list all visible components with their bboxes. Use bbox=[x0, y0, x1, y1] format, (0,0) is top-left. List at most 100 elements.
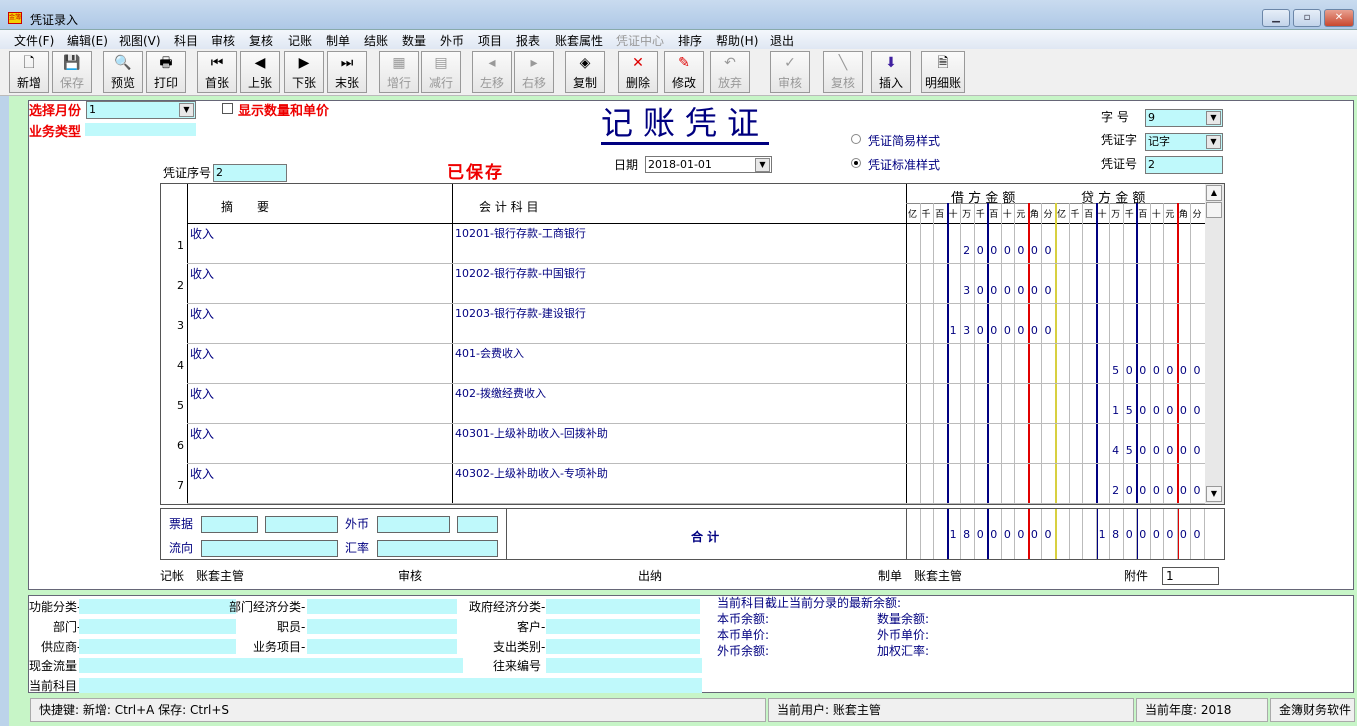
menu-6[interactable]: 记账 bbox=[288, 34, 313, 48]
menu-4[interactable]: 审核 bbox=[211, 34, 236, 48]
staff-input[interactable] bbox=[307, 619, 457, 634]
func-category-label: 功能分类- bbox=[29, 600, 82, 614]
toolbar-button-10[interactable]: ◂ 左移 bbox=[472, 51, 512, 93]
menu-1[interactable]: 编辑(E) bbox=[67, 34, 108, 48]
toolbar-button-4[interactable]: ⏮ 首张 bbox=[197, 51, 237, 93]
toolbar-button-19[interactable]: 🗎 明细账 bbox=[921, 51, 965, 93]
row-summary[interactable]: 收入 bbox=[190, 427, 215, 441]
maximize-button[interactable]: ▫ bbox=[1293, 9, 1321, 27]
menu-2[interactable]: 视图(V) bbox=[119, 34, 161, 48]
row-summary[interactable]: 收入 bbox=[190, 307, 215, 321]
app-icon: 金簿 bbox=[8, 12, 22, 24]
menu-11[interactable]: 项目 bbox=[478, 34, 503, 48]
menu-12[interactable]: 报表 bbox=[516, 34, 541, 48]
row-summary[interactable]: 收入 bbox=[190, 387, 215, 401]
row-summary[interactable]: 收入 bbox=[190, 227, 215, 241]
menu-5[interactable]: 复核 bbox=[249, 34, 274, 48]
supplier-input[interactable] bbox=[79, 639, 236, 654]
table-row[interactable]: 7 收入 40302-上级补助收入-专项补助 2 0 0 0 0 0 0 bbox=[161, 464, 1205, 504]
month-select[interactable]: 1 ▼ bbox=[86, 101, 196, 119]
menu-7[interactable]: 制单 bbox=[326, 34, 351, 48]
menu-13[interactable]: 账套属性 bbox=[555, 34, 604, 48]
vertical-scrollbar[interactable]: ▲ ▼ bbox=[1205, 184, 1224, 504]
attach-input[interactable]: 1 bbox=[1162, 567, 1219, 585]
menu-8[interactable]: 结账 bbox=[364, 34, 389, 48]
customer-input[interactable] bbox=[546, 619, 700, 634]
bill-input-2[interactable] bbox=[265, 516, 338, 533]
toolbar-button-0[interactable]: 🗋 新增 bbox=[9, 51, 49, 93]
toolbar-button-17[interactable]: ╲ 复核 bbox=[823, 51, 863, 93]
row-account[interactable]: 10203-银行存款-建设银行 bbox=[455, 307, 586, 320]
table-row[interactable]: 1 收入 10201-银行存款-工商银行 2 0 0 0 0 0 0 bbox=[161, 224, 1205, 264]
department-input[interactable] bbox=[79, 619, 236, 634]
date-picker[interactable]: 2018-01-01 ▼ bbox=[645, 156, 772, 173]
row-account[interactable]: 402-拨缴经费收入 bbox=[455, 387, 546, 400]
row-account[interactable]: 40301-上级补助收入-回拨补助 bbox=[455, 427, 608, 440]
toolbar-button-8[interactable]: ▦ 增行 bbox=[379, 51, 419, 93]
table-row[interactable]: 5 收入 402-拨缴经费收入 1 5 0 0 0 0 0 bbox=[161, 384, 1205, 424]
toolbar-button-11[interactable]: ▸ 右移 bbox=[514, 51, 554, 93]
toolbar-button-5[interactable]: ◀ 上张 bbox=[240, 51, 280, 93]
toolbar-button-14[interactable]: ✎ 修改 bbox=[664, 51, 704, 93]
fx-input-1[interactable] bbox=[377, 516, 450, 533]
row-line bbox=[187, 343, 1205, 344]
dept-econ-category-input[interactable] bbox=[307, 599, 457, 614]
menu-3[interactable]: 科目 bbox=[174, 34, 199, 48]
close-button[interactable]: ✕ bbox=[1324, 9, 1354, 27]
toolbar-button-7[interactable]: ⏭ 末张 bbox=[327, 51, 367, 93]
menu-14[interactable]: 凭证中心 bbox=[616, 34, 665, 48]
row-account[interactable]: 40302-上级补助收入-专项补助 bbox=[455, 467, 608, 480]
menu-16[interactable]: 帮助(H) bbox=[716, 34, 759, 48]
pzz-select[interactable]: 记字 ▼ bbox=[1145, 133, 1223, 151]
table-row[interactable]: 3 收入 10203-银行存款-建设银行 1 3 0 0 0 0 0 0 bbox=[161, 304, 1205, 344]
row-account[interactable]: 401-会费收入 bbox=[455, 347, 524, 360]
gov-econ-category-input[interactable] bbox=[546, 599, 700, 614]
style-standard-radio[interactable] bbox=[851, 158, 861, 168]
business-item-input[interactable] bbox=[307, 639, 457, 654]
toolbar-button-16[interactable]: ✓ 审核 bbox=[770, 51, 810, 93]
seq-input[interactable]: 2 bbox=[213, 164, 287, 182]
debit-digit: 0 bbox=[1003, 284, 1011, 297]
scroll-down-icon[interactable]: ▼ bbox=[1206, 486, 1222, 502]
toolbar-button-18[interactable]: ⬇ 插入 bbox=[871, 51, 911, 93]
table-row[interactable]: 4 收入 401-会费收入 5 0 0 0 0 0 0 bbox=[161, 344, 1205, 384]
menu-10[interactable]: 外币 bbox=[440, 34, 465, 48]
menu-9[interactable]: 数量 bbox=[402, 34, 427, 48]
bill-input-1[interactable] bbox=[201, 516, 258, 533]
table-row[interactable]: 2 收入 10202-银行存款-中国银行 3 0 0 0 0 0 0 bbox=[161, 264, 1205, 304]
toolbar-button-3[interactable]: 🖶 打印 bbox=[146, 51, 186, 93]
menu-17[interactable]: 退出 bbox=[770, 34, 795, 48]
cash-flow-input[interactable] bbox=[79, 658, 463, 673]
zihao-select[interactable]: 9 ▼ bbox=[1145, 109, 1223, 127]
toolbar-button-2[interactable]: 🔍 预览 bbox=[103, 51, 143, 93]
contact-number-input[interactable] bbox=[546, 658, 702, 673]
expense-type-input[interactable] bbox=[546, 639, 700, 654]
table-row[interactable]: 6 收入 40301-上级补助收入-回拨补助 4 5 0 0 0 0 0 bbox=[161, 424, 1205, 464]
show-qty-checkbox[interactable] bbox=[222, 103, 233, 114]
row-summary[interactable]: 收入 bbox=[190, 267, 215, 281]
row-account[interactable]: 10201-银行存款-工商银行 bbox=[455, 227, 586, 240]
toolbar-button-6[interactable]: ▶ 下张 bbox=[284, 51, 324, 93]
menu-15[interactable]: 排序 bbox=[678, 34, 703, 48]
row-summary[interactable]: 收入 bbox=[190, 347, 215, 361]
row-summary[interactable]: 收入 bbox=[190, 467, 215, 481]
pzh-input[interactable]: 2 bbox=[1145, 156, 1223, 174]
menu-0[interactable]: 文件(F) bbox=[14, 34, 55, 48]
digit-header-7: 十 bbox=[1151, 210, 1161, 220]
toolbar-button-12[interactable]: ◈ 复制 bbox=[565, 51, 605, 93]
style-simple-radio[interactable] bbox=[851, 134, 861, 144]
current-account-input[interactable] bbox=[79, 678, 702, 693]
flow-input[interactable] bbox=[201, 540, 338, 557]
minimize-button[interactable]: ▁ bbox=[1262, 9, 1290, 27]
biz-type-input[interactable] bbox=[85, 123, 196, 136]
scroll-thumb[interactable] bbox=[1206, 202, 1222, 218]
rate-input[interactable] bbox=[377, 540, 498, 557]
toolbar-button-15[interactable]: ↶ 放弃 bbox=[710, 51, 750, 93]
toolbar-button-1[interactable]: 💾 保存 bbox=[52, 51, 92, 93]
toolbar-button-9[interactable]: ▤ 减行 bbox=[421, 51, 461, 93]
toolbar-button-13[interactable]: ✕ 删除 bbox=[618, 51, 658, 93]
fx-input-2[interactable] bbox=[457, 516, 498, 533]
func-category-input[interactable] bbox=[79, 599, 236, 614]
scroll-up-icon[interactable]: ▲ bbox=[1206, 185, 1222, 201]
row-account[interactable]: 10202-银行存款-中国银行 bbox=[455, 267, 586, 280]
